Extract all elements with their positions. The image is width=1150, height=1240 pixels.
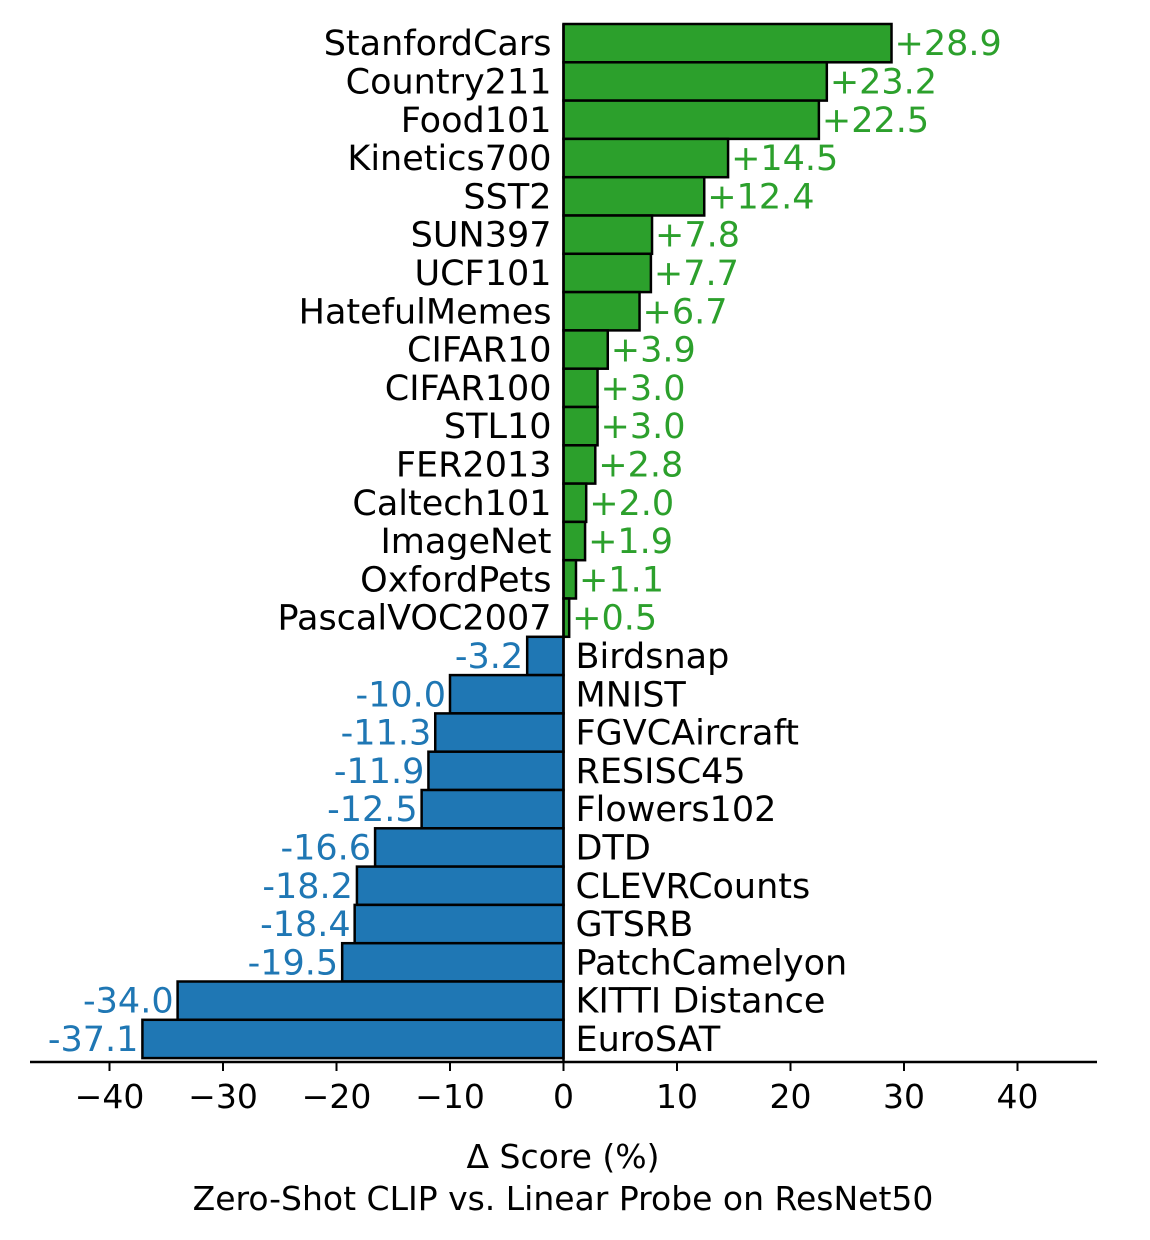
- bar-stl10: [562, 405, 599, 447]
- x-tick-label: 0: [553, 1077, 574, 1116]
- value-label-dtd: -16.6: [281, 828, 372, 868]
- category-label-fgvcaircraft: FGVCAircraft: [576, 714, 799, 754]
- value-label-cifar10: +3.9: [611, 331, 696, 371]
- category-label-oxfordpets: OxfordPets: [360, 560, 551, 600]
- category-label-hatefulmemes: HatefulMemes: [299, 292, 552, 332]
- bar-mnist: [448, 673, 565, 715]
- category-label-pascalvoc2007: PascalVOC2007: [277, 599, 551, 639]
- bar-patchcamelyon: [340, 941, 565, 983]
- x-axis: −40 −30 −20 −10 0 10 20 30 40: [30, 1060, 1097, 1116]
- bar-fgvcaircraft: [433, 712, 565, 753]
- category-label-resisc45: RESISC45: [576, 752, 746, 792]
- bar-fer2013: [562, 444, 597, 485]
- category-label-ucf101: UCF101: [415, 254, 552, 294]
- category-label-cifar10: CIFAR10: [407, 331, 551, 371]
- value-label-clevrcounts: -18.2: [262, 867, 353, 907]
- category-label-sst2: SST2: [463, 177, 551, 217]
- bar-kinetics700: [562, 137, 730, 179]
- value-label-stanfordcars: +28.9: [895, 24, 1002, 64]
- bar-imagenet: [562, 520, 587, 562]
- value-label-fer2013: +2.8: [598, 445, 683, 485]
- category-label-caltech101: Caltech101: [352, 484, 551, 524]
- category-label-kinetics700: Kinetics700: [347, 139, 551, 179]
- bar-sst2: [562, 175, 706, 217]
- bar-eurosat: [141, 1018, 565, 1060]
- x-tick-label: −20: [302, 1077, 372, 1116]
- x-tick-label: 10: [656, 1077, 698, 1116]
- value-label-stl10: +3.0: [601, 407, 686, 447]
- bar-country211: [562, 61, 829, 102]
- category-label-gtsrb: GTSRB: [576, 905, 694, 945]
- bar-hatefulmemes: [562, 290, 641, 332]
- category-label-patchcamelyon: PatchCamelyon: [576, 943, 848, 983]
- bar-gtsrb: [353, 903, 565, 945]
- x-tick-label: 40: [997, 1077, 1039, 1116]
- category-label-birdsnap: Birdsnap: [576, 637, 730, 677]
- value-label-country211: +23.2: [830, 62, 937, 102]
- x-axis-title: Δ Score (%): [466, 1137, 659, 1176]
- value-label-food101: +22.5: [822, 101, 929, 141]
- category-label-mnist: MNIST: [576, 675, 687, 715]
- value-label-hatefulmemes: +6.7: [643, 292, 728, 332]
- bar-clevrcounts: [355, 865, 565, 907]
- category-label-eurosat: EuroSAT: [576, 1020, 721, 1060]
- value-label-ucf101: +7.7: [654, 254, 739, 294]
- x-tick-label: −40: [75, 1077, 145, 1116]
- chart-caption: Zero-Shot CLIP vs. Linear Probe on ResNe…: [193, 1179, 934, 1218]
- category-label-flowers102: Flowers102: [576, 790, 777, 830]
- category-label-cifar100: CIFAR100: [385, 369, 552, 409]
- value-label-cifar100: +3.0: [601, 369, 686, 409]
- value-label-flowers102: -12.5: [327, 790, 418, 830]
- value-label-resisc45: -11.9: [334, 752, 425, 792]
- x-tick-label: −10: [415, 1077, 485, 1116]
- value-label-fgvcaircraft: -11.3: [341, 714, 432, 754]
- category-label-country211: Country211: [346, 62, 552, 102]
- category-label-fer2013: FER2013: [396, 445, 552, 485]
- value-label-kitti-distance: -34.0: [83, 982, 174, 1022]
- x-tick-label: 30: [883, 1077, 925, 1116]
- value-label-sst2: +12.4: [707, 177, 814, 217]
- bar-stanfordcars: [562, 22, 893, 64]
- bars-layer: [141, 22, 893, 1062]
- value-label-caltech101: +2.0: [589, 484, 674, 524]
- bar-dtd: [373, 827, 565, 868]
- category-label-dtd: DTD: [576, 828, 651, 868]
- value-label-oxfordpets: +1.1: [579, 560, 664, 600]
- value-label-kinetics700: +14.5: [731, 139, 838, 179]
- category-label-food101: Food101: [401, 101, 552, 141]
- value-label-sun397: +7.8: [655, 216, 740, 256]
- x-tick-label: −30: [188, 1077, 258, 1116]
- bar-caltech101: [562, 482, 588, 524]
- bar-cifar100: [562, 367, 599, 409]
- value-label-patchcamelyon: -19.5: [248, 943, 339, 983]
- category-label-imagenet: ImageNet: [380, 522, 551, 562]
- labels-layer: StanfordCars +28.9 Country211 +23.2 Food101 +…: [48, 24, 1002, 1060]
- value-label-mnist: -10.0: [355, 675, 446, 715]
- category-label-stl10: STL10: [444, 407, 552, 447]
- bar-resisc45: [427, 750, 565, 792]
- bar-food101: [562, 99, 821, 141]
- value-label-eurosat: -37.1: [48, 1020, 139, 1060]
- x-tick-label: 20: [770, 1077, 812, 1116]
- category-label-sun397: SUN397: [411, 216, 552, 256]
- bar-cifar10: [562, 329, 610, 370]
- category-label-stanfordcars: StanfordCars: [324, 24, 552, 64]
- bar-flowers102: [420, 788, 565, 830]
- value-label-pascalvoc2007: +0.5: [572, 599, 657, 639]
- value-label-imagenet: +1.9: [588, 522, 673, 562]
- bar-birdsnap: [525, 635, 565, 677]
- value-label-gtsrb: -18.4: [260, 905, 351, 945]
- bar-oxfordpets: [562, 558, 578, 600]
- category-label-kitti-distance: KITTI Distance: [576, 982, 826, 1022]
- category-label-clevrcounts: CLEVRCounts: [576, 867, 811, 907]
- bar-ucf101: [562, 252, 653, 294]
- bar-kitti-distance: [176, 980, 565, 1022]
- bar-sun397: [562, 214, 654, 256]
- value-label-birdsnap: -3.2: [455, 637, 523, 677]
